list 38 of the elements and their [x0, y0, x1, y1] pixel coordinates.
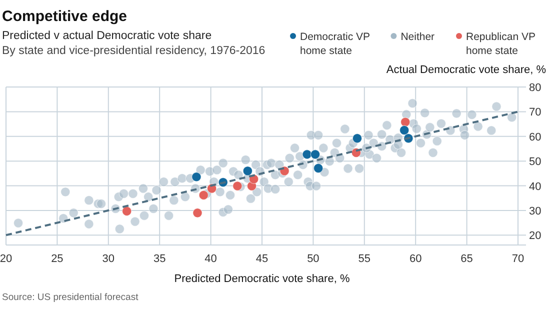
x-tick-label: 60	[409, 253, 422, 265]
y-tick-label: 50	[529, 156, 542, 168]
x-tick-label: 55	[358, 253, 371, 265]
y-tick-label: 30	[529, 205, 542, 218]
point	[352, 133, 362, 144]
point	[310, 149, 320, 160]
point	[400, 117, 410, 127]
chart-subtitle: Predicted v actual Democratic vote share By state and vice-presidential residency, 1976-2016	[2, 30, 266, 57]
x-tick-label: 20	[0, 253, 12, 265]
point	[192, 208, 202, 218]
point	[399, 125, 410, 136]
x-tick-label: 25	[51, 253, 64, 265]
point	[313, 163, 324, 174]
x-tick-label: 50	[307, 253, 320, 265]
x-axis-title: Predicted Democratic vote share, %	[174, 273, 350, 285]
y-tick-label: 40	[529, 180, 542, 193]
chart-title: Competitive edge	[2, 8, 128, 25]
x-tick-label: 35	[153, 253, 166, 265]
source-note: Source: US presidential forecast	[2, 292, 139, 303]
x-tick-label: 40	[204, 253, 217, 265]
legend-label: Neither	[400, 31, 436, 43]
x-tick-label: 65	[460, 253, 473, 265]
point	[198, 190, 209, 200]
legend-label: Republican VP home state	[466, 31, 536, 57]
y-axis-title: Actual Democratic vote share, %	[386, 64, 546, 76]
point	[192, 172, 202, 182]
y-tick-label: 20	[529, 230, 542, 242]
point	[122, 206, 132, 216]
point	[232, 181, 242, 191]
x-tick-label: 70	[512, 253, 524, 265]
point	[242, 166, 253, 176]
x-tick-label: 45	[256, 253, 268, 265]
legend-label: Democratic VP home state	[300, 31, 370, 57]
y-tick-label: 70	[529, 106, 542, 119]
point	[302, 149, 312, 160]
y-tick-label: 60	[529, 131, 542, 144]
x-tick-label: 30	[102, 253, 115, 265]
y-tick-label: 80	[529, 82, 542, 94]
